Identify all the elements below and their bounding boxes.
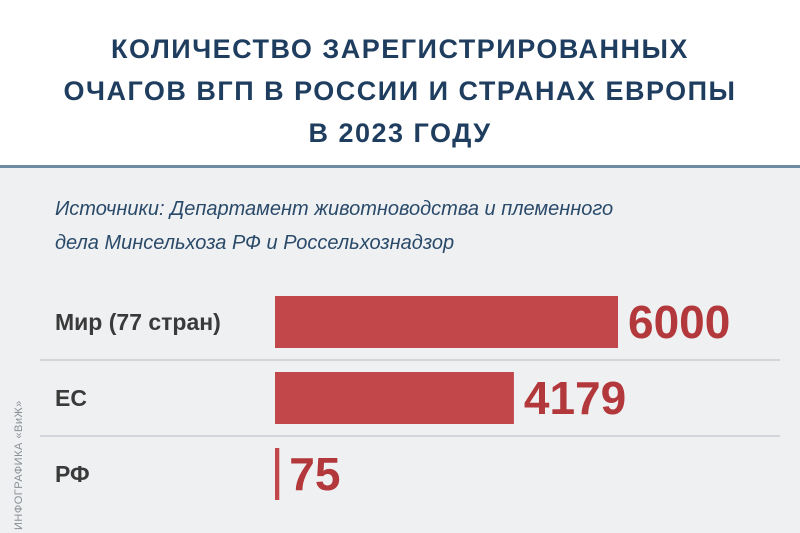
subtitle: дела Минсельхоза РФ и Россельхознадзор [55, 232, 454, 254]
chart-title: ОЧАГОВ ВГП В РОССИИ И СТРАНАХ ЕВРОПЫ [64, 76, 737, 106]
chart-title: В 2023 ГОДУ [308, 118, 491, 148]
bar [275, 372, 514, 424]
bar [275, 296, 618, 348]
value-label: 75 [289, 448, 340, 500]
category-label: Мир (77 стран) [55, 309, 221, 335]
panel [0, 168, 800, 533]
bar [275, 448, 280, 500]
chart-title: КОЛИЧЕСТВО ЗАРЕГИСТРИРОВАННЫХ [111, 34, 689, 64]
credit: ИНФОГРАФИКА «ВиЖ» [13, 400, 25, 530]
divider [0, 165, 800, 168]
value-label: 4179 [524, 372, 626, 424]
subtitle: Источники: Департамент животноводства и … [55, 198, 613, 220]
category-label: РФ [55, 461, 90, 487]
category-label: ЕС [55, 385, 87, 411]
value-label: 6000 [628, 296, 730, 348]
